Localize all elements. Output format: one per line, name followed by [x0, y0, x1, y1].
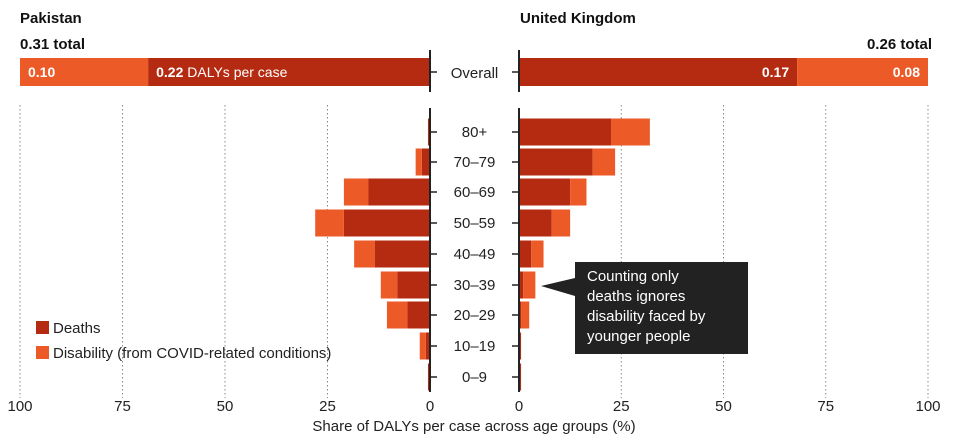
row-label-20–29: 20–29 — [454, 307, 496, 324]
left-total-label: 0.31 total — [20, 36, 85, 53]
bar-left-deaths-40–49 — [374, 240, 430, 268]
right-country-title: United Kingdom — [520, 10, 636, 27]
overall-right-disability-bar — [797, 58, 928, 86]
annotation-pointer — [541, 278, 575, 296]
row-label-30–39: 30–39 — [454, 277, 496, 294]
bar-left-deaths-70–79 — [421, 148, 430, 176]
bar-left-deaths-50–59 — [343, 209, 430, 237]
x-tick-label-1: 75 — [114, 398, 131, 415]
bar-left-deaths-30–39 — [397, 271, 430, 299]
row-label-80+: 80+ — [462, 124, 488, 141]
legend-label-deaths: Deaths — [53, 320, 101, 337]
bar-left-deaths-80+ — [427, 118, 430, 146]
bar-left-deaths-20–29 — [407, 301, 430, 329]
bar-right-deaths-30–39 — [519, 271, 524, 299]
bar-left-disability-20–29 — [386, 301, 408, 329]
x-tick-label-3: 25 — [319, 398, 336, 415]
overall-right-deaths-label: 0.17 — [762, 64, 789, 80]
bar-right-disability-60–69 — [570, 178, 587, 206]
legend: Deaths Disability (from COVID-related co… — [36, 320, 331, 362]
bar-right-deaths-20–29 — [519, 301, 522, 329]
overall-right-disability-label: 0.08 — [893, 64, 920, 80]
annotation-box — [575, 262, 748, 354]
bar-right-deaths-70–79 — [519, 148, 593, 176]
age-group-bars — [315, 118, 650, 391]
annotation-line-1: Counting only — [587, 268, 679, 285]
bar-right-deaths-0–9 — [519, 363, 522, 391]
row-label-10–19: 10–19 — [454, 338, 496, 355]
bar-left-deaths-10–19 — [425, 332, 430, 360]
left-country-title: Pakistan — [20, 10, 82, 27]
x-axis-label: Share of DALYs per case across age group… — [312, 418, 635, 435]
annotation-line-2: deaths ignores — [587, 288, 685, 305]
x-tick-label-9: 100 — [915, 398, 940, 415]
bar-right-disability-50–59 — [551, 209, 571, 237]
bar-right-deaths-10–19 — [519, 332, 522, 360]
overall-left-disability-bar — [20, 58, 149, 86]
legend-swatch-disability — [36, 346, 49, 359]
bar-right-deaths-60–69 — [519, 178, 571, 206]
annotation: Counting only deaths ignores disability … — [541, 262, 748, 354]
overall-right-deaths-bar — [519, 58, 798, 86]
bar-right-deaths-50–59 — [519, 209, 552, 237]
overall-left-deaths-label: 0.22 DALYs per case — [156, 64, 287, 80]
bar-left-deaths-60–69 — [368, 178, 430, 206]
bar-right-disability-30–39 — [523, 271, 536, 299]
x-tick-label-7: 50 — [715, 398, 732, 415]
row-labels: Overall 80+ 70–79 60–69 50–59 40–49 30–39 20–29… — [451, 65, 499, 386]
bar-right-disability-70–79 — [592, 148, 616, 176]
axes — [429, 50, 520, 392]
overall-left-deaths-bar — [148, 58, 430, 86]
x-tick-label-5: 0 — [515, 398, 523, 415]
bar-right-deaths-40–49 — [519, 240, 532, 268]
x-tick-label-0: 100 — [7, 398, 32, 415]
bar-right-disability-20–29 — [521, 301, 530, 329]
annotation-line-4: younger people — [587, 328, 690, 345]
bar-right-deaths-80+ — [519, 118, 612, 146]
overall-left-disability-label: 0.10 — [28, 64, 55, 80]
right-total-label: 0.26 total — [867, 36, 932, 53]
row-label-40–49: 40–49 — [454, 246, 496, 263]
bar-left-disability-50–59 — [315, 209, 344, 237]
bar-left-disability-30–39 — [380, 271, 398, 299]
bar-right-disability-80+ — [611, 118, 650, 146]
annotation-line-3: disability faced by — [587, 308, 706, 325]
x-tick-label-2: 50 — [217, 398, 234, 415]
bar-left-disability-60–69 — [343, 178, 369, 206]
bar-left-disability-40–49 — [354, 240, 375, 268]
bar-left-deaths-0–9 — [427, 363, 430, 391]
legend-label-disability: Disability (from COVID-related condition… — [53, 345, 331, 362]
x-tick-label-8: 75 — [817, 398, 834, 415]
row-label-overall: Overall — [451, 65, 499, 82]
bar-left-disability-10–19 — [419, 332, 426, 360]
x-tick-label-4: 0 — [426, 398, 434, 415]
row-label-50–59: 50–59 — [454, 215, 496, 232]
x-tick-label-6: 25 — [613, 398, 630, 415]
row-label-70–79: 70–79 — [454, 154, 496, 171]
bar-right-disability-40–49 — [531, 240, 544, 268]
bar-left-disability-70–79 — [415, 148, 422, 176]
row-label-60–69: 60–69 — [454, 184, 496, 201]
legend-swatch-deaths — [36, 321, 49, 334]
overall-bars: 0.10 0.22 DALYs per case 0.17 0.08 — [20, 58, 928, 86]
tick-labels: 100 75 50 25 0 0 25 50 75 100 — [7, 398, 940, 415]
row-label-0–9: 0–9 — [462, 369, 487, 386]
